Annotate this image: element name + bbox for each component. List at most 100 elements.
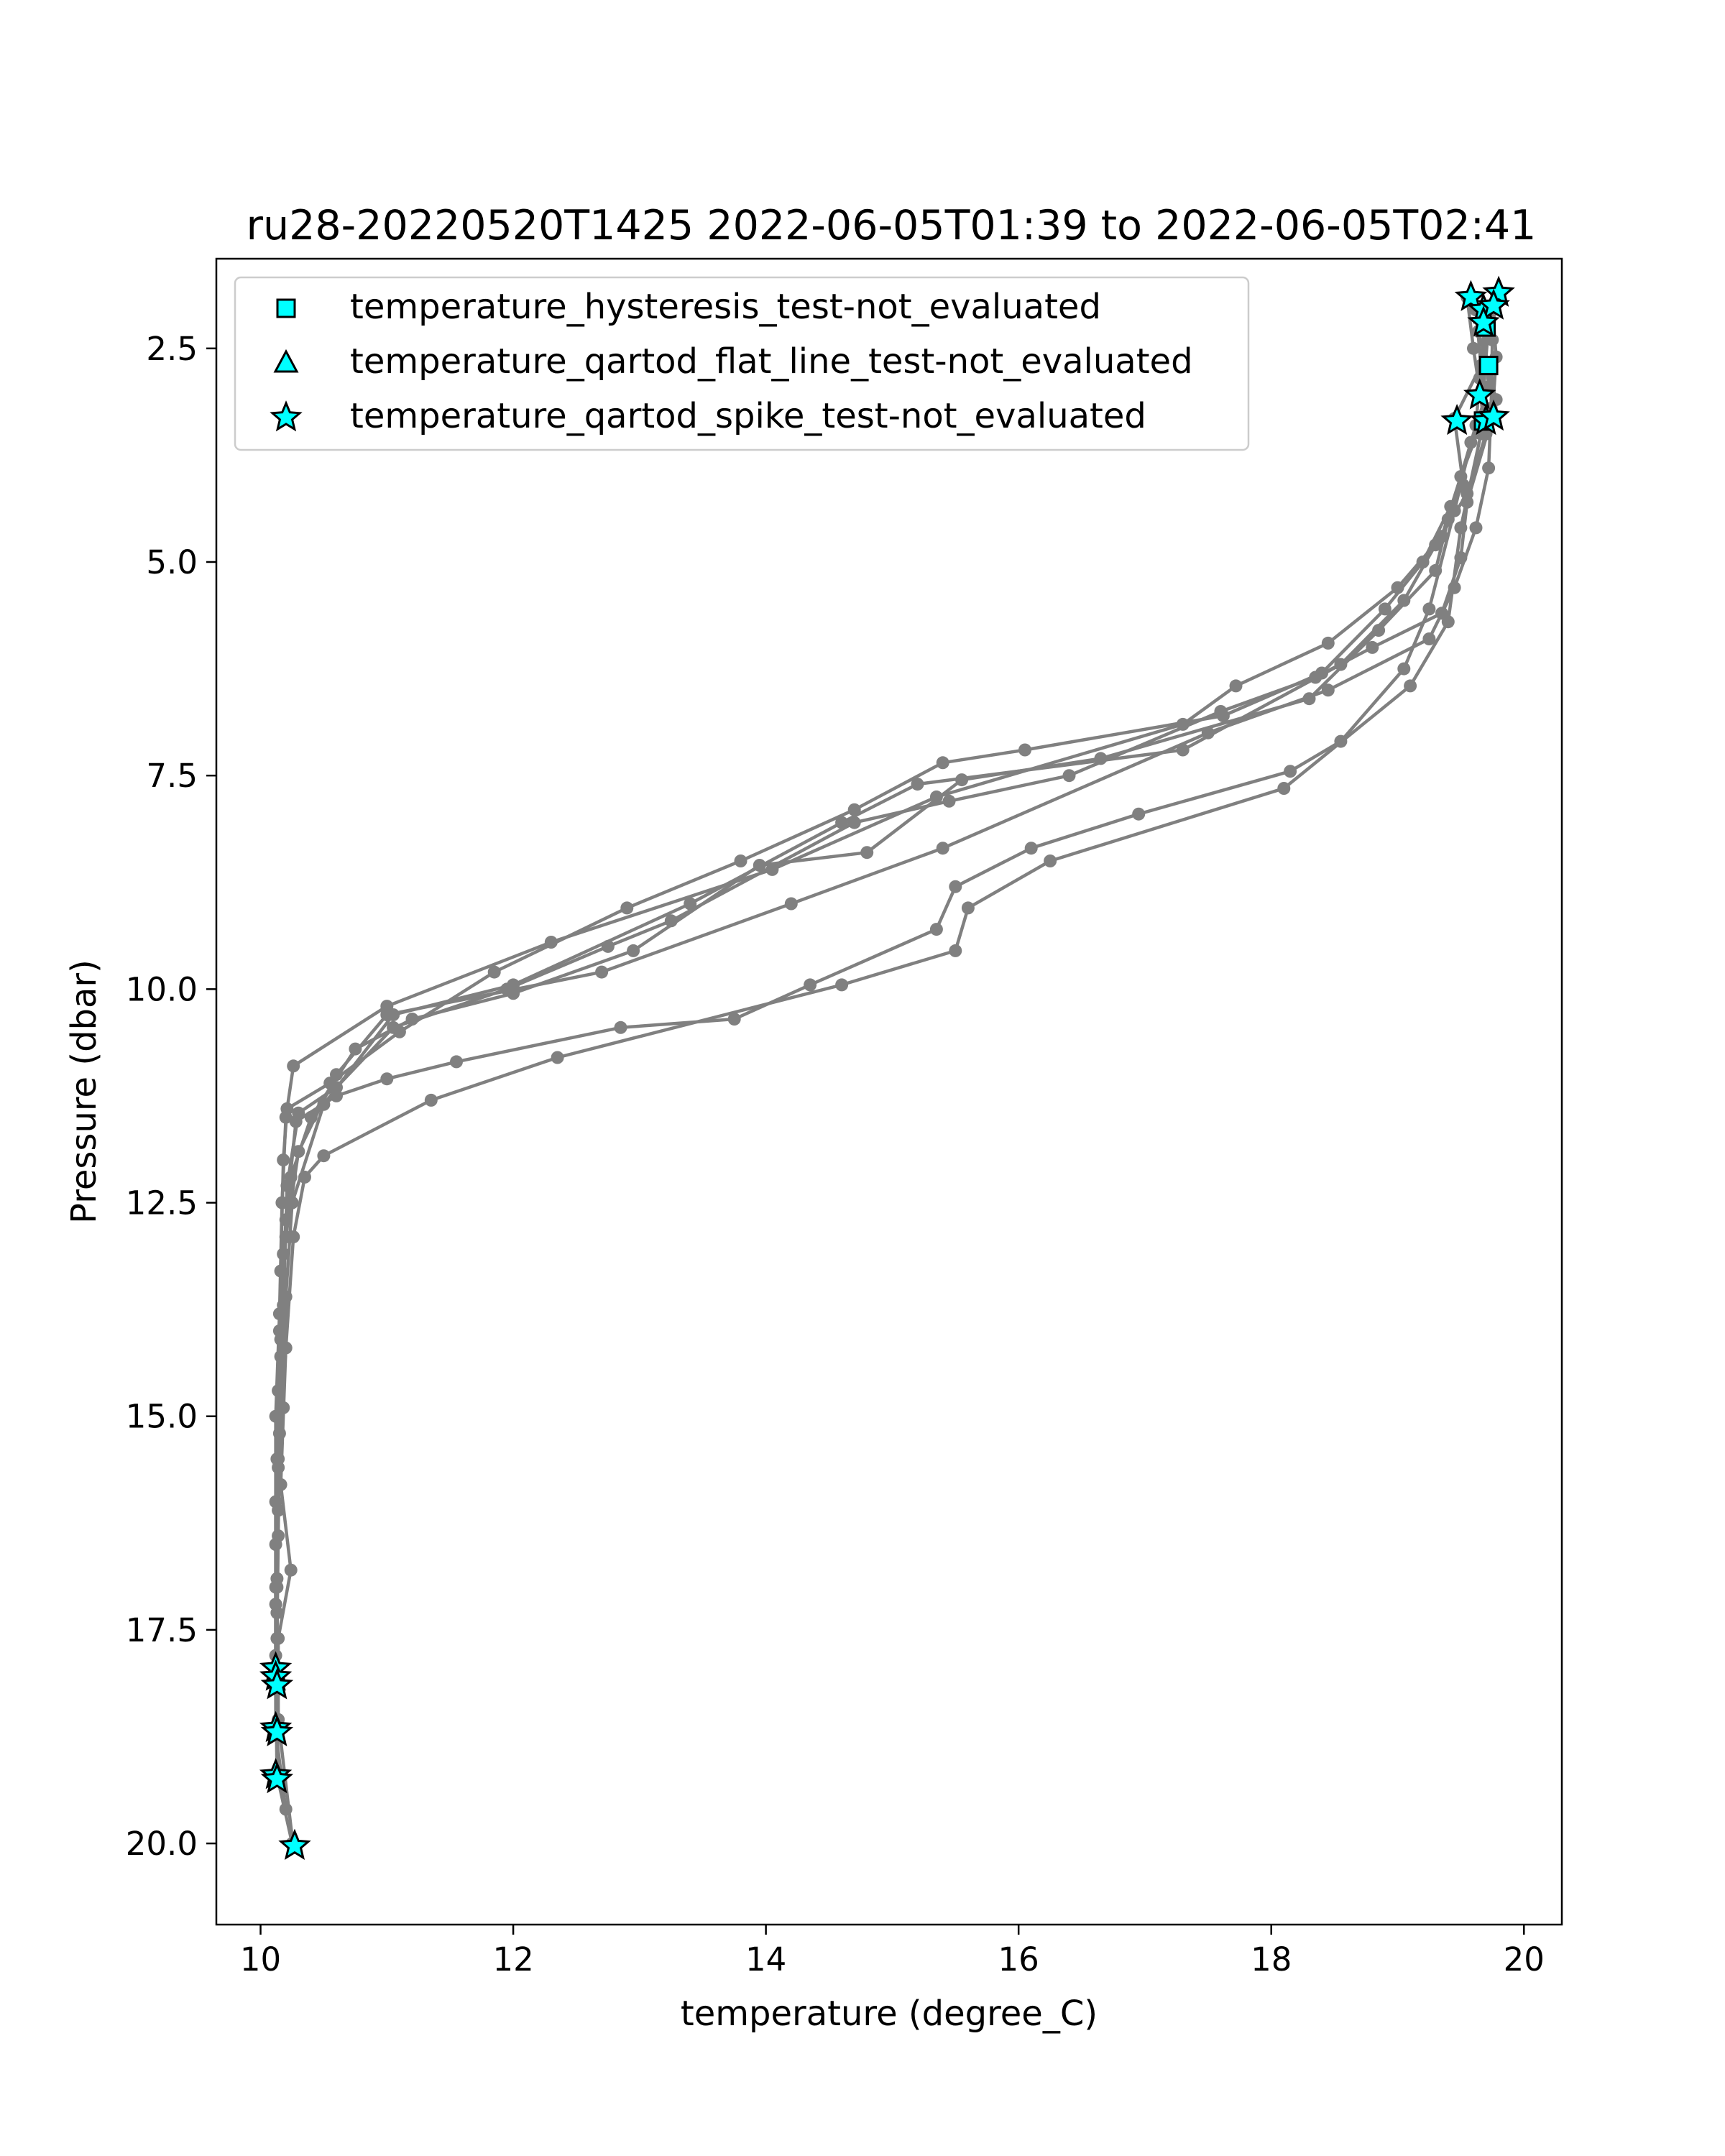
y-tick-label: 17.5 bbox=[126, 1611, 198, 1649]
profile-point bbox=[1372, 624, 1386, 637]
x-tick-label: 16 bbox=[998, 1940, 1039, 1978]
profile-point bbox=[387, 1008, 400, 1021]
profile-point bbox=[272, 1631, 285, 1645]
marker-layer bbox=[259, 275, 1515, 1860]
legend-label-hysteresis: temperature_hysteresis_test-not_evaluate… bbox=[350, 287, 1101, 327]
legend-star-marker-icon bbox=[270, 400, 303, 432]
profile-point bbox=[1062, 769, 1076, 783]
x-tick-label: 10 bbox=[240, 1940, 281, 1978]
y-tick-label: 5.0 bbox=[146, 543, 198, 581]
profile-point bbox=[949, 944, 962, 957]
spike-flag-marker bbox=[260, 1715, 294, 1746]
legend-label-spike: temperature_qartod_spike_test-not_evalua… bbox=[350, 396, 1146, 436]
profile-point bbox=[942, 794, 956, 808]
profile-point bbox=[1277, 782, 1291, 795]
y-tick-label: 10.0 bbox=[126, 970, 198, 1008]
profile-point bbox=[784, 897, 798, 911]
spike-flag-marker bbox=[260, 1762, 294, 1794]
profile-point bbox=[1448, 504, 1461, 517]
profile-point bbox=[911, 778, 924, 791]
y-tick-label: 20.0 bbox=[126, 1825, 198, 1863]
profile-point bbox=[1404, 679, 1417, 693]
y-axis-label: Pressure (dbar) bbox=[64, 959, 104, 1224]
hysteresis-flag-marker bbox=[1478, 356, 1499, 376]
legend-label-flat-line: temperature_qartod_flat_line_test-not_ev… bbox=[350, 341, 1193, 382]
profile-point bbox=[936, 756, 949, 770]
profile-point bbox=[1044, 854, 1057, 867]
profile-point bbox=[753, 859, 766, 872]
profile-point bbox=[424, 1093, 438, 1107]
profile-point bbox=[289, 1115, 303, 1128]
profile-point bbox=[450, 1055, 463, 1069]
profile-point bbox=[936, 842, 949, 855]
profile-point bbox=[847, 816, 861, 829]
profile-point bbox=[1454, 521, 1468, 535]
profile-point bbox=[274, 1478, 288, 1491]
profile-point bbox=[1214, 705, 1228, 718]
profile-point bbox=[1416, 556, 1430, 568]
legend-triangle-marker bbox=[273, 349, 299, 373]
x-axis: 10 12 14 16 18 20 bbox=[240, 1925, 1545, 1978]
profile-point bbox=[500, 982, 514, 996]
profile-point bbox=[279, 1213, 293, 1227]
profile-point bbox=[284, 1563, 298, 1577]
y-tick-label: 12.5 bbox=[126, 1184, 198, 1222]
profile-point bbox=[1397, 662, 1411, 676]
x-tick-label: 18 bbox=[1251, 1940, 1292, 1978]
profile-point bbox=[614, 1021, 627, 1034]
y-tick-label: 2.5 bbox=[146, 330, 198, 368]
spike-flag-marker bbox=[1477, 400, 1510, 431]
profile-point bbox=[1018, 743, 1031, 757]
profile-point bbox=[380, 1072, 394, 1086]
profile-point bbox=[270, 1580, 284, 1594]
profile-point bbox=[349, 1042, 362, 1056]
profile-point bbox=[1482, 461, 1496, 475]
profile-point bbox=[1284, 765, 1297, 778]
y-axis: 2.5 5.0 7.5 10.0 12.5 15.0 17.5 20.0 bbox=[126, 330, 216, 1863]
profile-point bbox=[1489, 393, 1503, 407]
legend-triangle-marker-icon bbox=[273, 349, 299, 373]
profile-point bbox=[298, 1170, 311, 1184]
y-tick-label: 7.5 bbox=[146, 757, 198, 795]
profile-point bbox=[860, 846, 874, 860]
x-tick-label: 14 bbox=[745, 1940, 786, 1978]
profile-point bbox=[1397, 594, 1411, 607]
profile-point bbox=[627, 944, 640, 957]
spike-flag-marker bbox=[1463, 378, 1496, 410]
profile-point bbox=[317, 1149, 331, 1163]
profile-point bbox=[1378, 602, 1392, 616]
profile-point bbox=[287, 1230, 300, 1244]
profile-point bbox=[835, 978, 849, 992]
profile-point bbox=[280, 1179, 294, 1192]
profile-point bbox=[1302, 692, 1316, 706]
spike-flag-marker bbox=[260, 1668, 294, 1700]
profile-point bbox=[620, 901, 634, 915]
profile-point bbox=[330, 1089, 343, 1102]
spike-flag-marker bbox=[1467, 305, 1500, 337]
profile-point bbox=[1309, 671, 1322, 684]
x-axis-label: temperature (degree_C) bbox=[681, 1994, 1098, 2034]
profile-point bbox=[1321, 683, 1335, 697]
profile-point bbox=[279, 1341, 293, 1355]
profile-point bbox=[1467, 341, 1480, 355]
spike-flag-marker bbox=[1440, 404, 1473, 436]
legend-square-marker bbox=[276, 298, 296, 318]
profile-point bbox=[595, 965, 609, 979]
profile-point bbox=[664, 914, 678, 928]
spike-flag-marker bbox=[278, 1828, 311, 1860]
profile-point bbox=[804, 978, 817, 992]
x-tick-label: 20 bbox=[1504, 1940, 1545, 1978]
profile-point bbox=[949, 880, 962, 893]
profile-point bbox=[487, 965, 501, 979]
legend-frame bbox=[234, 276, 1250, 451]
profile-point bbox=[1132, 807, 1146, 821]
profile-point bbox=[847, 803, 861, 816]
profile-point bbox=[1229, 679, 1243, 693]
profile-point bbox=[1464, 436, 1478, 449]
profile-point bbox=[734, 854, 748, 867]
profile-point bbox=[1024, 842, 1038, 855]
profile-point bbox=[1422, 602, 1436, 616]
legend: temperature_hysteresis_test-not_evaluate… bbox=[234, 276, 1250, 451]
legend-square-marker-icon bbox=[276, 298, 296, 318]
